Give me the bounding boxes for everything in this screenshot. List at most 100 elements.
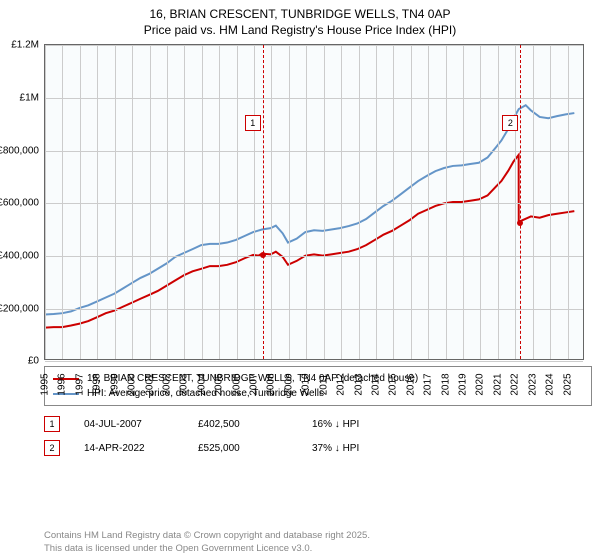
- x-gridline: [150, 45, 151, 359]
- x-gridline: [115, 45, 116, 359]
- event-diff: 37% ↓ HPI: [312, 443, 402, 454]
- title-line-1: 16, BRIAN CRESCENT, TUNBRIDGE WELLS, TN4…: [150, 7, 451, 21]
- event-marker: 2: [502, 115, 518, 131]
- x-gridline: [463, 45, 464, 359]
- x-gridline: [237, 45, 238, 359]
- event-vline: [520, 45, 521, 359]
- x-gridline: [393, 45, 394, 359]
- event-number: 1: [44, 416, 60, 432]
- x-gridline: [132, 45, 133, 359]
- event-date: 14-APR-2022: [84, 443, 174, 454]
- x-gridline: [167, 45, 168, 359]
- x-axis-label: 2013: [353, 374, 364, 396]
- x-gridline: [550, 45, 551, 359]
- x-axis-label: 2025: [562, 374, 573, 396]
- event-diff: 16% ↓ HPI: [312, 419, 402, 430]
- chart-title: 16, BRIAN CRESCENT, TUNBRIDGE WELLS, TN4…: [0, 0, 600, 38]
- event-vline: [263, 45, 264, 359]
- x-axis-label: 2006: [231, 374, 242, 396]
- y-axis-label: £1M: [20, 93, 39, 104]
- x-axis-label: 1998: [92, 374, 103, 396]
- x-axis-label: 2023: [527, 374, 538, 396]
- x-axis-label: 2024: [545, 374, 556, 396]
- x-gridline: [62, 45, 63, 359]
- x-gridline: [533, 45, 534, 359]
- x-axis-label: 2020: [475, 374, 486, 396]
- x-gridline: [289, 45, 290, 359]
- y-gridline: [45, 309, 583, 310]
- x-gridline: [80, 45, 81, 359]
- chart-lines: [45, 45, 583, 359]
- y-gridline: [45, 256, 583, 257]
- x-axis-label: 2010: [301, 374, 312, 396]
- x-gridline: [271, 45, 272, 359]
- y-axis-label: £1.2M: [11, 40, 39, 51]
- x-gridline: [428, 45, 429, 359]
- x-gridline: [359, 45, 360, 359]
- series-line: [45, 106, 574, 315]
- event-row: 1 04-JUL-2007 £402,500 16% ↓ HPI: [44, 412, 592, 436]
- x-axis-label: 2014: [370, 374, 381, 396]
- y-gridline: [45, 361, 583, 362]
- x-axis-label: 2000: [127, 374, 138, 396]
- y-gridline: [45, 45, 583, 46]
- event-price: £402,500: [198, 419, 288, 430]
- x-gridline: [254, 45, 255, 359]
- event-row: 2 14-APR-2022 £525,000 37% ↓ HPI: [44, 436, 592, 460]
- x-axis-label: 2002: [161, 374, 172, 396]
- credits: Contains HM Land Registry data © Crown c…: [44, 530, 592, 556]
- x-axis-label: 2012: [336, 374, 347, 396]
- x-gridline: [306, 45, 307, 359]
- x-axis-label: 1995: [40, 374, 51, 396]
- y-axis-label: £0: [28, 356, 39, 367]
- y-gridline: [45, 98, 583, 99]
- title-line-2: Price paid vs. HM Land Registry's House …: [144, 23, 456, 37]
- event-number: 2: [44, 440, 60, 456]
- chart-container: 16, BRIAN CRESCENT, TUNBRIDGE WELLS, TN4…: [0, 0, 600, 560]
- x-axis-label: 1999: [109, 374, 120, 396]
- x-axis-label: 1996: [57, 374, 68, 396]
- credits-line-2: This data is licensed under the Open Gov…: [44, 543, 312, 554]
- x-axis-label: 2003: [179, 374, 190, 396]
- x-gridline: [341, 45, 342, 359]
- x-gridline: [480, 45, 481, 359]
- y-gridline: [45, 151, 583, 152]
- x-gridline: [202, 45, 203, 359]
- event-table: 1 04-JUL-2007 £402,500 16% ↓ HPI 2 14-APR-202…: [44, 412, 592, 460]
- y-gridline: [45, 203, 583, 204]
- x-gridline: [324, 45, 325, 359]
- x-axis-label: 2009: [283, 374, 294, 396]
- event-date: 04-JUL-2007: [84, 419, 174, 430]
- credits-line-1: Contains HM Land Registry data © Crown c…: [44, 530, 370, 541]
- x-axis-label: 2004: [196, 374, 207, 396]
- x-gridline: [498, 45, 499, 359]
- x-axis-label: 2018: [440, 374, 451, 396]
- event-dot: [517, 220, 523, 226]
- x-axis-label: 2001: [144, 374, 155, 396]
- x-axis-label: 1997: [74, 374, 85, 396]
- x-gridline: [376, 45, 377, 359]
- x-gridline: [515, 45, 516, 359]
- y-axis-label: £600,000: [0, 198, 39, 209]
- y-axis-label: £800,000: [0, 145, 39, 156]
- event-dot: [260, 252, 266, 258]
- x-axis-label: 2021: [492, 374, 503, 396]
- x-gridline: [411, 45, 412, 359]
- x-axis-label: 2016: [405, 374, 416, 396]
- x-axis-label: 2005: [214, 374, 225, 396]
- event-marker: 1: [245, 115, 261, 131]
- x-axis-label: 2007: [249, 374, 260, 396]
- x-axis-label: 2015: [388, 374, 399, 396]
- x-axis-label: 2022: [510, 374, 521, 396]
- x-gridline: [97, 45, 98, 359]
- event-price: £525,000: [198, 443, 288, 454]
- chart-area: £0£200,000£400,000£600,000£800,000£1M£1.…: [8, 44, 592, 360]
- plot-background: £0£200,000£400,000£600,000£800,000£1M£1.…: [44, 44, 584, 360]
- y-axis-label: £200,000: [0, 303, 39, 314]
- y-axis-label: £400,000: [0, 251, 39, 262]
- x-gridline: [45, 45, 46, 359]
- x-axis-label: 2019: [458, 374, 469, 396]
- x-axis-label: 2017: [423, 374, 434, 396]
- x-gridline: [184, 45, 185, 359]
- x-axis-label: 2011: [318, 374, 329, 396]
